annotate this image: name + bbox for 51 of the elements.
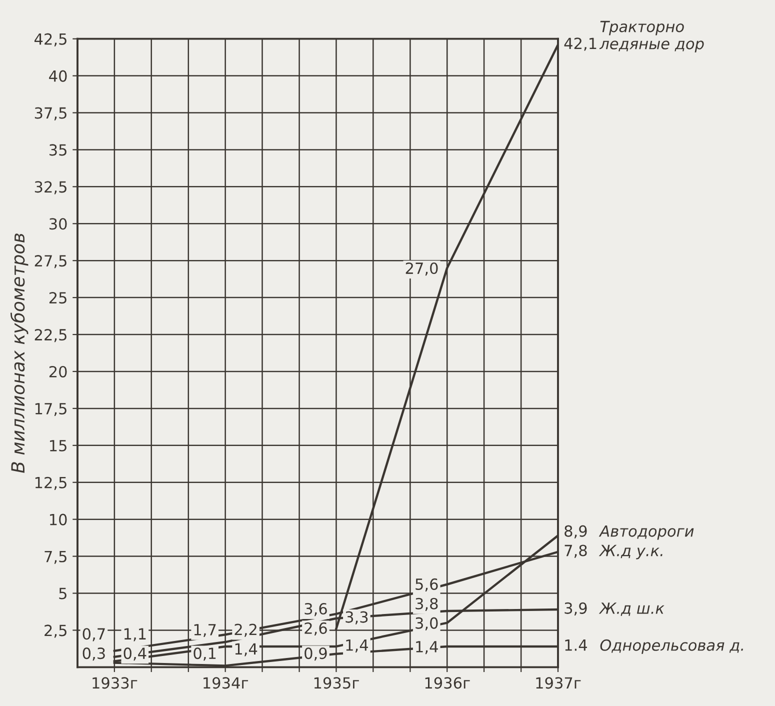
- data-label: 1,1: [124, 628, 146, 642]
- data-label: 42,1: [564, 38, 596, 51]
- y-tick-label: 15: [50, 440, 66, 452]
- y-tick-label: 17,5: [35, 403, 66, 416]
- y-tick-label: 22,5: [34, 328, 66, 342]
- y-tick-label: 20: [49, 366, 67, 378]
- text: Однорельсовая д.: [600, 639, 744, 654]
- data-label: 0,3: [82, 648, 105, 661]
- data-label: 0,9: [304, 648, 327, 661]
- data-label: 1,7: [194, 624, 216, 638]
- data-label: 1,4: [235, 643, 258, 656]
- data-label: 0,7: [82, 628, 105, 642]
- text: Ж.д у.к.: [598, 544, 662, 560]
- data-label: 2,2: [234, 624, 256, 637]
- data-label: 1,4: [416, 641, 438, 654]
- data-label: 2,6: [304, 622, 327, 636]
- x-tick-label: 1935г: [314, 677, 359, 689]
- data-label: 1,4: [346, 640, 368, 652]
- data-label: 3,8: [416, 598, 438, 611]
- text: Автодороги: [598, 525, 694, 540]
- y-tick-label: 35: [50, 144, 66, 156]
- data-label: 1.4: [565, 640, 587, 651]
- data-label: 3,3: [346, 611, 368, 624]
- data-label: 0,4: [124, 648, 146, 661]
- text: Тракторно ледяные дор: [599, 20, 704, 52]
- y-tick-label: 5: [59, 588, 66, 600]
- y-tick-label: 7,5: [44, 550, 66, 564]
- data-label: 3,0: [416, 617, 438, 630]
- x-tick-label: 1933г: [92, 677, 138, 689]
- data-label: 27,0: [406, 262, 438, 276]
- y-tick-label: 30: [50, 218, 67, 230]
- data-label: 7,8: [564, 544, 587, 558]
- y-tick-label: 42,5: [34, 33, 66, 46]
- x-tick-label: 1934г: [204, 677, 248, 689]
- y-tick-label: 10: [50, 514, 67, 526]
- x-tick-label: 1936г: [425, 677, 470, 689]
- data-label: 5,6: [416, 578, 438, 592]
- data-label: 8,9: [564, 525, 587, 538]
- y-tick-label: 40: [49, 70, 67, 82]
- y-tick-label: 12,5: [35, 476, 66, 490]
- y-tick-label: 37,5: [34, 107, 66, 120]
- y-axis-title: В миллионах кубометров: [10, 234, 28, 473]
- y-tick-label: 27,5: [34, 255, 66, 268]
- x-tick-label: 1937г: [536, 677, 581, 689]
- y-tick-label: 32,5: [34, 181, 66, 194]
- data-label: 0,1: [194, 648, 216, 661]
- data-label: 3,6: [304, 602, 327, 616]
- text: Ж.д ш.к: [598, 602, 664, 616]
- y-tick-label: 25: [49, 292, 66, 304]
- y-tick-label: 2,5: [44, 624, 66, 638]
- data-label: 3,9: [564, 602, 587, 616]
